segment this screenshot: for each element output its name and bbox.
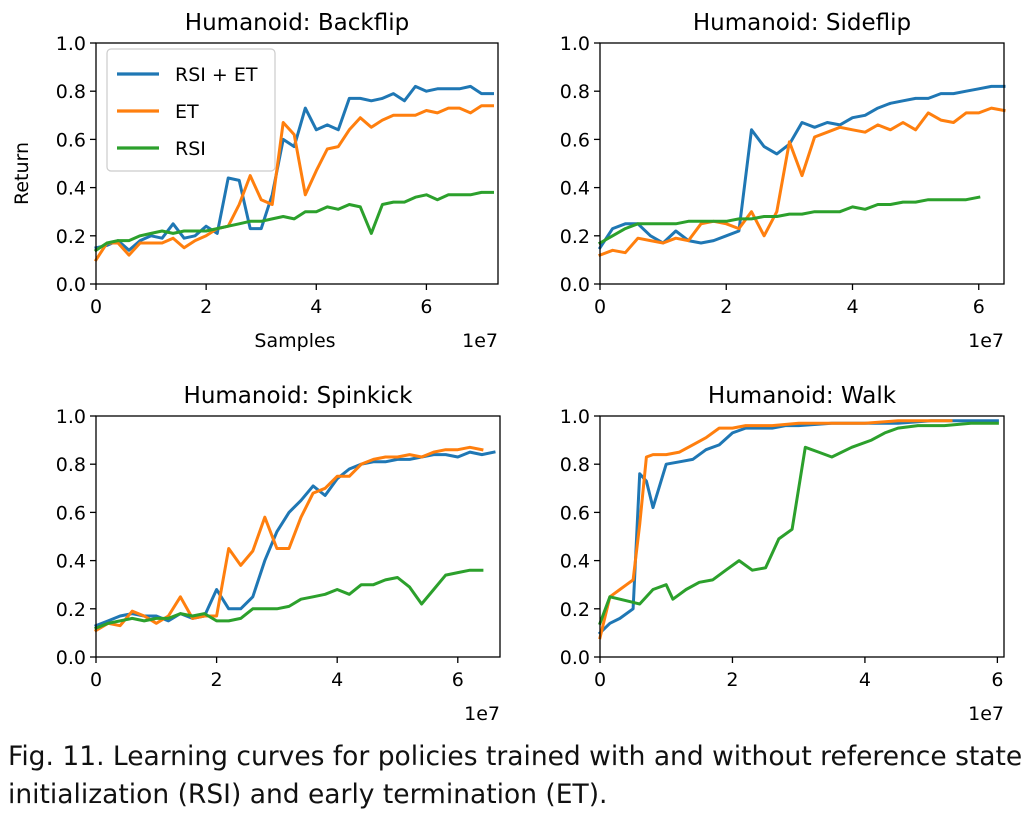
panel-spinkick: 0.0 0.2 0.4 0.6 0.8 1.0 0 2 4 6 Humanoid: Spinkick… <box>56 383 501 725</box>
x-scale-label: 1e7 <box>968 703 1004 725</box>
series-line-rsi-et <box>597 84 1006 250</box>
y-tick-label: 0.6 <box>56 129 86 151</box>
y-tick-label: 0.6 <box>56 502 86 524</box>
chart-title: Humanoid: Walk <box>708 383 897 409</box>
y-tick-label: 0.8 <box>56 81 86 103</box>
y-tick-label: 1.0 <box>560 406 590 428</box>
legend-label-et: ET <box>175 101 199 123</box>
y-tick-label: 0.0 <box>560 647 590 669</box>
learning-curves-figure: 0.0 0.2 0.4 0.6 0.8 1.0 0 2 4 6 Humanoid: Backflip… <box>11 10 1006 725</box>
y-tick-label: 0.0 <box>560 274 590 296</box>
chart-title: Humanoid: Spinkick <box>184 383 414 409</box>
plot-frame <box>95 415 501 658</box>
y-tick-label: 0.6 <box>560 129 590 151</box>
y-tick-label: 1.0 <box>560 33 590 55</box>
x-tick-label: 2 <box>726 669 738 691</box>
plot-frame <box>599 415 1005 658</box>
y-tick-label: 0.2 <box>560 599 590 621</box>
series-line-rsi <box>598 421 999 626</box>
series-line-et <box>598 419 953 640</box>
plot-frame <box>599 42 1005 285</box>
y-tick-label: 0.2 <box>56 599 86 621</box>
series-line-et <box>93 445 484 633</box>
y-tick-label: 0.6 <box>560 502 590 524</box>
x-tick-label: 6 <box>452 669 464 691</box>
x-axis-label: Samples <box>254 330 335 352</box>
legend-label-rsi: RSI <box>175 138 206 160</box>
y-tick-label: 0.0 <box>56 274 86 296</box>
x-tick-label: 0 <box>594 669 606 691</box>
chart-title: Humanoid: Backflip <box>185 10 409 36</box>
series-line-rsi-et <box>94 450 496 628</box>
x-tick-label: 4 <box>310 296 322 318</box>
x-tick-label: 2 <box>200 296 212 318</box>
figure-caption: Fig. 11. Learning curves for policies tr… <box>8 741 1023 810</box>
y-tick-label: 0.8 <box>560 454 590 476</box>
series-line-rsi <box>94 568 484 631</box>
panel-sideflip: 0.0 0.2 0.4 0.6 0.8 1.0 0 2 4 6 Humanoid: Sideflip… <box>560 10 1006 352</box>
panel-backflip: 0.0 0.2 0.4 0.6 0.8 1.0 0 2 4 6 Humanoid: Backflip… <box>11 10 499 352</box>
series-line-et <box>93 104 494 262</box>
y-tick-label: 0.4 <box>56 551 86 573</box>
x-tick-label: 2 <box>720 296 732 318</box>
y-tick-label: 1.0 <box>56 33 86 55</box>
legend: RSI + ET ET RSI <box>106 48 276 172</box>
x-tick-label: 2 <box>211 669 223 691</box>
y-axis-label: Return <box>11 142 33 205</box>
y-tick-label: 0.4 <box>56 178 86 200</box>
plot-frame <box>95 42 499 285</box>
series-line-rsi <box>597 195 981 246</box>
series-line-rsi-et <box>597 419 999 636</box>
y-tick-label: 0.4 <box>560 551 590 573</box>
x-tick-label: 4 <box>859 669 871 691</box>
y-tick-label: 0.0 <box>56 647 86 669</box>
y-tick-label: 0.2 <box>560 226 590 248</box>
chart-title: Humanoid: Sideflip <box>693 10 911 36</box>
y-tick-label: 0.8 <box>56 454 86 476</box>
y-tick-label: 0.2 <box>56 226 86 248</box>
series-line-et <box>598 106 1006 258</box>
y-tick-label: 0.8 <box>560 81 590 103</box>
x-scale-label: 1e7 <box>462 330 498 352</box>
x-scale-label: 1e7 <box>464 703 500 725</box>
x-tick-label: 6 <box>991 669 1003 691</box>
y-tick-label: 0.4 <box>560 178 590 200</box>
series-line-rsi-et <box>94 84 494 252</box>
x-tick-label: 6 <box>973 296 985 318</box>
x-tick-label: 0 <box>90 296 102 318</box>
series-line-rsi <box>93 190 494 253</box>
x-tick-label: 4 <box>331 669 343 691</box>
x-tick-label: 0 <box>90 669 102 691</box>
x-tick-label: 0 <box>594 296 606 318</box>
x-tick-label: 4 <box>846 296 858 318</box>
x-tick-label: 6 <box>420 296 432 318</box>
legend-box <box>106 48 276 172</box>
panel-walk: 0.0 0.2 0.4 0.6 0.8 1.0 0 2 4 6 Humanoid: Walk 1e7 <box>560 383 1005 725</box>
y-tick-label: 1.0 <box>56 406 86 428</box>
x-scale-label: 1e7 <box>968 330 1004 352</box>
legend-label-rsi-et: RSI + ET <box>175 64 258 86</box>
